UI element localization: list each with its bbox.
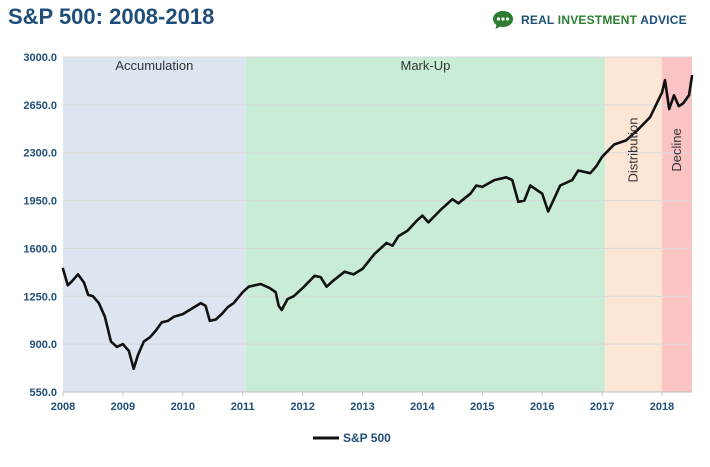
x-tick-label: 2014 (410, 401, 435, 413)
x-tick-label: 2012 (290, 401, 314, 413)
x-tick-label: 2013 (350, 401, 374, 413)
zone-1 (245, 57, 606, 392)
speech-bubble-dots-icon (493, 11, 513, 29)
y-tick-label: 900.0 (29, 339, 57, 351)
zone-0 (63, 57, 246, 392)
x-tick-label: 2015 (470, 401, 494, 413)
x-tick-label: 2008 (51, 401, 75, 413)
legend: S&P 500 (313, 431, 391, 445)
y-tick-label: 1600.0 (23, 243, 57, 255)
zone-3 (662, 57, 692, 392)
zone-labels: Accumulation Mark-Up Distribution Decline (115, 58, 684, 183)
x-tick-label: 2011 (231, 401, 255, 413)
x-tick-label: 2017 (590, 401, 614, 413)
y-tick-label: 3000.0 (23, 52, 57, 64)
y-axis: 550.0 900.0 1250.0 1600.0 1950.0 2300.0 2650.0… (23, 52, 57, 399)
x-tick-label: 2009 (111, 401, 135, 413)
brand-name-accent: INVESTMENT (557, 13, 638, 27)
zone-label-1: Mark-Up (401, 58, 451, 73)
gridlines (63, 56, 692, 393)
brand-name-rest: ADVICE (637, 13, 687, 27)
x-tick-label: 2016 (530, 401, 554, 413)
x-axis: 2008 2009 2010 2011 2012 2013 2014 2015 2016 2017… (51, 392, 674, 413)
y-tick-label: 2650.0 (23, 100, 57, 112)
legend-label: S&P 500 (343, 431, 391, 445)
zone-label-0: Accumulation (115, 58, 193, 73)
brand-logo: REAL INVESTMENT ADVICE (492, 10, 687, 30)
zone-label-3: Decline (669, 128, 684, 171)
zone-label-2: Distribution (626, 117, 641, 182)
y-tick-label: 1950.0 (23, 196, 57, 208)
x-tick-label: 2010 (171, 401, 195, 413)
brand-name: REAL INVESTMENT ADVICE (521, 13, 687, 27)
market-phase-zones (63, 57, 692, 392)
x-tick-label: 2018 (650, 401, 674, 413)
y-tick-label: 550.0 (29, 387, 57, 399)
series-line-sp500 (61, 74, 694, 371)
series-layer (61, 74, 694, 371)
y-tick-label: 1250.0 (23, 291, 57, 303)
chart-title: S&P 500: 2008-2018 (8, 4, 215, 29)
y-tick-label: 2300.0 (23, 148, 57, 160)
brand-name-primary: REAL (521, 13, 558, 27)
